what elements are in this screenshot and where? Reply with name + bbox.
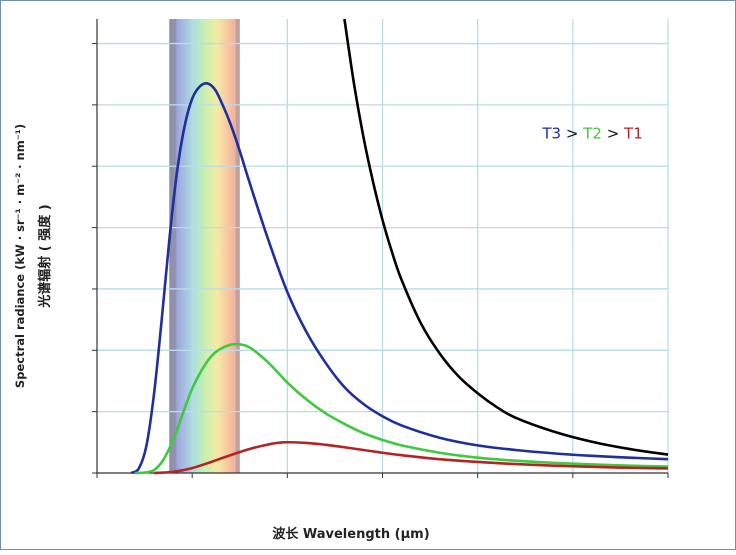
temperature-order-legend: T3 > T2 > T1 xyxy=(541,125,642,143)
x-axis-title: 波长 Wavelength (μm) xyxy=(272,526,429,542)
t2-curve xyxy=(134,342,669,475)
order-legend-part: T2 xyxy=(582,125,602,143)
visible-spectrum-band xyxy=(169,19,240,473)
y-axis-title: Spectral radiance (kW · sr⁻¹ · m⁻² · nm⁻… xyxy=(13,124,27,388)
ir-edge-band xyxy=(235,19,240,473)
order-legend-part: T1 xyxy=(623,125,643,143)
order-legend-part: T3 xyxy=(541,125,561,143)
y-axis-title-cn: 光谱辐射 ( 强度 ) xyxy=(37,204,53,308)
uv-edge-band xyxy=(169,19,177,473)
order-legend-part: > xyxy=(602,125,624,143)
t3-curve xyxy=(130,82,669,475)
black-curve xyxy=(343,18,669,456)
t1-curve xyxy=(154,440,669,475)
order-legend-part: > xyxy=(561,125,583,143)
